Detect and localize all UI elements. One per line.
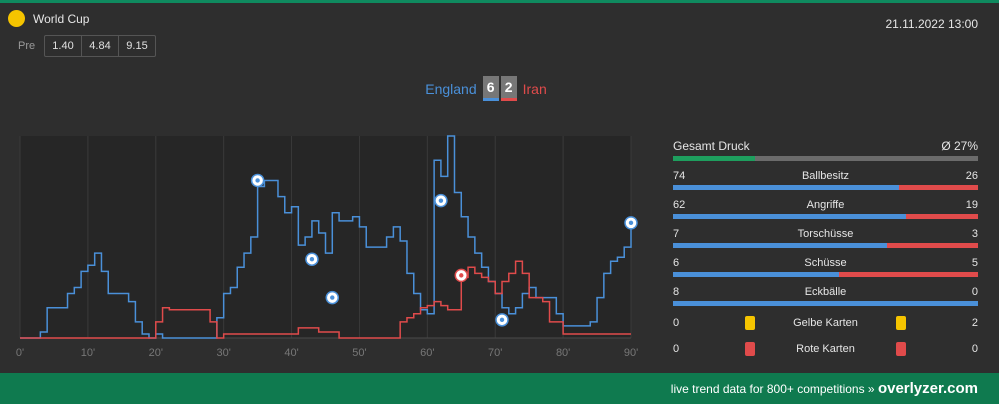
footer-tagline: live trend data for 800+ competitions » <box>670 382 875 396</box>
x-tick-label: 0' <box>16 347 24 359</box>
stat-row: 6 Schüsse 5 <box>673 257 978 277</box>
competition-ball-icon <box>8 10 25 27</box>
top-accent-bar <box>0 0 999 3</box>
series-line-england <box>20 135 632 339</box>
x-tick-label: 90' <box>624 347 638 359</box>
stat-row: 62 Angriffe 19 <box>673 199 978 219</box>
stat-away-value: 0 <box>971 286 978 298</box>
scoreline: England 6 2 Iran <box>0 76 972 101</box>
stat-label: Torschüsse <box>797 228 854 240</box>
stat-bar-home <box>673 185 899 190</box>
goal-ball-icon[interactable] <box>305 252 319 266</box>
card-row: 0 Gelbe Karten 2 <box>673 314 978 332</box>
x-tick-label: 40' <box>284 347 298 359</box>
stat-home-value: 62 <box>673 199 686 211</box>
x-tick-label: 80' <box>556 347 570 359</box>
card-home-count: 0 <box>673 317 680 329</box>
card-away-count: 2 <box>971 317 978 329</box>
stat-bar-away <box>886 243 978 248</box>
goal-ball-icon[interactable] <box>325 290 340 305</box>
stat-home-value: 8 <box>673 286 680 298</box>
card-away-count: 0 <box>971 343 978 355</box>
goal-ball-icon[interactable] <box>624 216 638 230</box>
stat-bar <box>673 243 978 248</box>
home-score: 6 <box>482 76 499 101</box>
stat-label: Ballbesitz <box>801 170 850 182</box>
odds-box: 1.40 4.84 9.15 <box>44 35 156 57</box>
x-tick-label: 50' <box>352 347 366 359</box>
stat-away-value: 3 <box>971 228 978 240</box>
stat-row: 74 Ballbesitz 26 <box>673 170 978 190</box>
stat-home-value: 7 <box>673 228 680 240</box>
card-label: Gelbe Karten <box>793 317 858 329</box>
stat-bar-away <box>906 214 978 219</box>
stat-bar <box>673 272 978 277</box>
x-tick-label: 10' <box>81 347 95 359</box>
match-datetime: 21.11.2022 13:00 <box>885 17 978 31</box>
stat-bar-home <box>673 272 840 277</box>
odd-home[interactable]: 1.40 <box>45 36 82 56</box>
goal-ball-icon[interactable] <box>250 173 265 188</box>
card-label: Rote Karten <box>796 343 855 355</box>
x-tick-label: 60' <box>420 347 434 359</box>
pressure-bar-fill <box>673 156 756 161</box>
x-tick-label: 30' <box>216 347 230 359</box>
goal-ball-icon[interactable] <box>495 313 509 327</box>
pressure-trend-chart: 0' 10' 20' 30' 40' 50' 60' 70' 80' 90' <box>16 135 638 359</box>
x-tick-label: 70' <box>488 347 502 359</box>
stat-away-value: 19 <box>965 199 978 211</box>
card-away-icon <box>896 316 906 330</box>
pressure-label: Gesamt Druck <box>673 139 750 153</box>
odds-label: Pre <box>18 40 36 52</box>
odd-away[interactable]: 9.15 <box>126 40 148 52</box>
card-row: 0 Rote Karten 0 <box>673 340 978 358</box>
card-home-count: 0 <box>673 343 680 355</box>
series-line-iran <box>20 260 631 339</box>
competition-name[interactable]: World Cup <box>33 12 90 26</box>
footer-banner[interactable]: live trend data for 800+ competitions » … <box>0 373 999 404</box>
stat-label: Eckbälle <box>804 286 847 298</box>
goal-ball-icon[interactable] <box>434 193 448 208</box>
stat-bar <box>673 185 978 190</box>
footer-brand[interactable]: overlyzer.com <box>877 380 978 397</box>
stat-row: 8 Eckbälle 0 <box>673 286 978 306</box>
away-team-name[interactable]: Iran <box>522 80 547 97</box>
away-score: 2 <box>500 76 517 101</box>
pressure-bar <box>673 156 978 161</box>
stat-away-value: 26 <box>965 170 978 182</box>
pressure-bar-rest <box>755 156 978 161</box>
stat-bar-home <box>673 214 907 219</box>
stat-row: 7 Torschüsse 3 <box>673 228 978 248</box>
x-tick-label: 20' <box>149 347 163 359</box>
card-home-icon <box>745 316 755 330</box>
stat-home-value: 6 <box>673 257 680 269</box>
stat-bar-home <box>673 301 978 306</box>
stat-away-value: 5 <box>971 257 978 269</box>
stat-label: Angriffe <box>806 199 845 211</box>
home-team-name[interactable]: England <box>425 80 477 97</box>
card-away-icon <box>896 342 906 356</box>
footer-text[interactable]: live trend data for 800+ competitions » … <box>671 380 978 397</box>
stats-panel: Gesamt Druck Ø 27% 74 Ballbesitz 26 62 Angri… <box>673 139 978 358</box>
stat-home-value: 74 <box>673 170 686 182</box>
stat-bar-home <box>673 243 887 248</box>
stat-bar-away <box>839 272 978 277</box>
goal-ball-icon[interactable] <box>454 268 469 283</box>
stat-label: Schüsse <box>804 257 847 269</box>
stat-bar <box>673 301 978 306</box>
card-home-icon <box>745 342 755 356</box>
stat-bar-away <box>898 185 978 190</box>
pressure-value: Ø 27% <box>941 139 978 153</box>
odd-draw[interactable]: 4.84 <box>82 36 119 56</box>
stat-bar <box>673 214 978 219</box>
